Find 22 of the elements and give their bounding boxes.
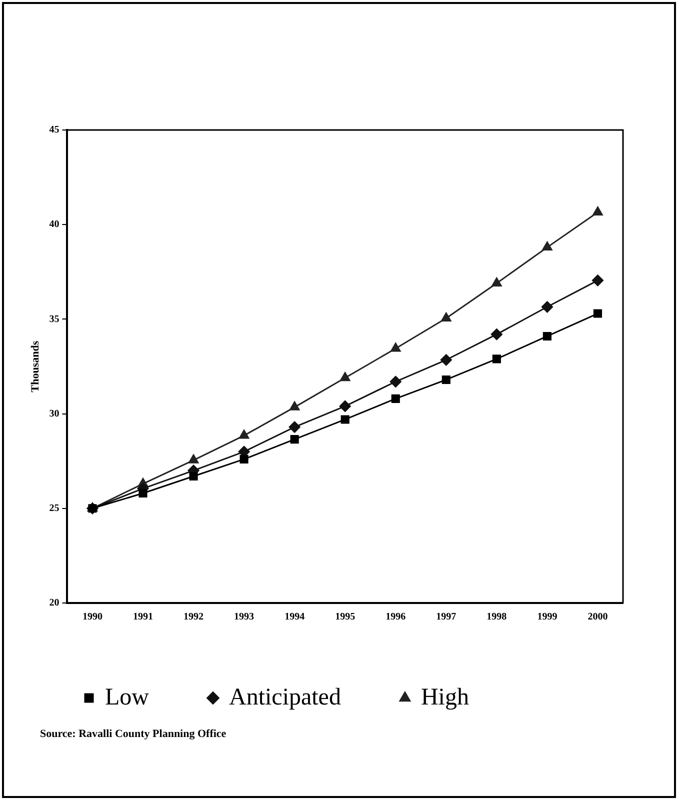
legend-label: Anticipated	[228, 684, 341, 710]
x-tick-label: 1990	[82, 612, 102, 623]
y-tick-label: 30	[49, 408, 60, 420]
source-note: Source: Ravalli County Planning Office	[40, 728, 226, 740]
x-tick-label: 1997	[436, 612, 456, 623]
y-tick-label: 40	[49, 219, 60, 230]
x-tick-label: 1998	[486, 612, 507, 623]
y-tick-label: 35	[49, 314, 60, 325]
y-tick-label: 20	[49, 598, 60, 609]
y-axis-title: Thousands	[29, 340, 42, 392]
x-tick-label: 1999	[537, 612, 558, 623]
x-tick-label: 1993	[234, 612, 254, 623]
x-tick-label: 1992	[184, 612, 204, 623]
x-tick-label: 1995	[335, 612, 356, 623]
legend-label: High	[420, 684, 469, 710]
y-tick-label: 45	[49, 124, 60, 136]
x-tick-label: 1994	[284, 612, 305, 623]
x-tick-label: 2000	[588, 612, 608, 623]
y-tick-label: 25	[49, 502, 60, 514]
legend-label: Low	[105, 684, 150, 710]
x-tick-label: 1996	[386, 612, 406, 623]
x-tick-label: 1991	[132, 612, 153, 623]
